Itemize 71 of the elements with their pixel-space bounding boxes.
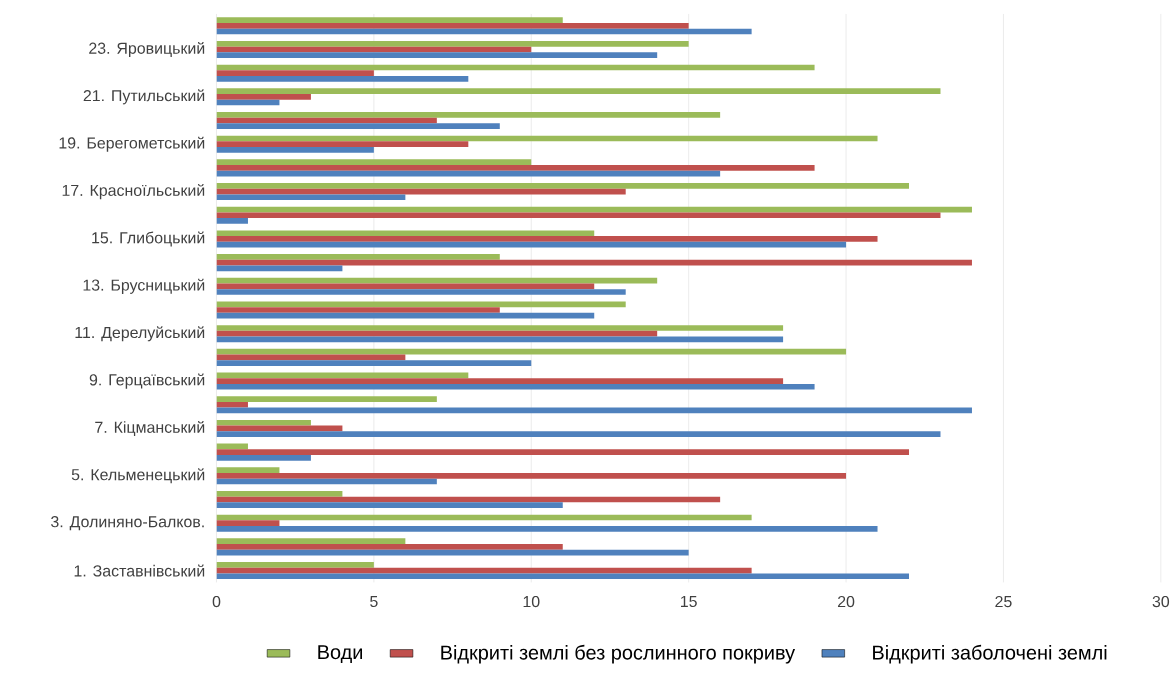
bar — [216, 253, 500, 260]
bar — [216, 70, 374, 76]
x-tick-label: 5 — [370, 595, 378, 607]
x-tick-label: 25 — [995, 595, 1012, 608]
x-tick-label: 15 — [681, 595, 697, 607]
bar — [216, 194, 406, 200]
legend-label: Відкриті заболочені землі — [873, 644, 1107, 664]
bar — [216, 217, 248, 224]
bar — [216, 40, 689, 47]
bar — [216, 573, 910, 579]
y-tick-label: 23. Яровицький — [89, 41, 205, 57]
bar — [216, 401, 248, 408]
bar — [216, 265, 343, 271]
bar — [216, 454, 311, 461]
bar — [216, 230, 595, 236]
bar — [216, 283, 595, 289]
bar — [216, 289, 626, 295]
bar — [216, 146, 374, 153]
bar — [216, 17, 563, 23]
y-tick-label: 21. Путильський — [83, 89, 205, 105]
bar — [216, 348, 847, 355]
bar — [216, 312, 595, 319]
y-tick-label: 19. Берегометський — [59, 136, 205, 152]
bar — [216, 141, 469, 147]
x-tick-label: 20 — [837, 595, 855, 608]
bar — [216, 212, 941, 218]
y-tick-label: 15. Глибоцький — [92, 231, 205, 247]
y-tick-label: 17. Красноїльський — [62, 183, 205, 199]
bar — [216, 235, 878, 242]
x-tick-label: 10 — [523, 595, 540, 608]
bar — [216, 52, 658, 58]
bar — [216, 383, 815, 390]
y-tick-label: 5. Кельменецький — [71, 468, 205, 484]
bar — [216, 467, 280, 473]
bar — [216, 419, 311, 426]
bar — [216, 490, 343, 497]
bar — [216, 378, 784, 384]
bar — [216, 502, 563, 508]
bar — [216, 75, 469, 82]
bar — [216, 88, 941, 94]
bar — [216, 538, 406, 544]
bar — [216, 561, 374, 568]
bar — [216, 22, 689, 29]
bar — [216, 111, 721, 118]
bar — [216, 396, 437, 402]
bar — [216, 164, 815, 171]
y-tick-label: 13. Брусницький — [83, 278, 205, 294]
bar — [216, 159, 532, 165]
y-tick-label: 1. Заставнівський — [74, 564, 205, 577]
bar — [216, 525, 878, 532]
bar — [216, 330, 658, 337]
x-tick-label: 30 — [1152, 595, 1170, 608]
bar — [216, 449, 910, 455]
bar — [216, 472, 847, 479]
bar — [216, 301, 626, 307]
bar — [216, 182, 910, 189]
bar — [216, 360, 532, 366]
legend-label: Води — [318, 645, 362, 663]
x-tick-label: 0 — [212, 595, 221, 608]
bar — [216, 431, 941, 437]
y-tick-label: 7. Кіцманський — [95, 420, 205, 436]
bar — [216, 520, 280, 526]
bar — [216, 325, 784, 331]
bar — [216, 543, 563, 550]
bar — [216, 123, 500, 129]
y-tick-label: 9. Герцаївський — [89, 373, 205, 389]
bar — [216, 307, 500, 313]
bar — [216, 93, 311, 100]
y-tick-label: 3. Долиняно-Балков. — [51, 515, 204, 531]
legend-label: Відкриті землі без рослинного покриву — [441, 644, 796, 664]
y-tick-label: 11. Дерелуйський — [75, 325, 205, 342]
